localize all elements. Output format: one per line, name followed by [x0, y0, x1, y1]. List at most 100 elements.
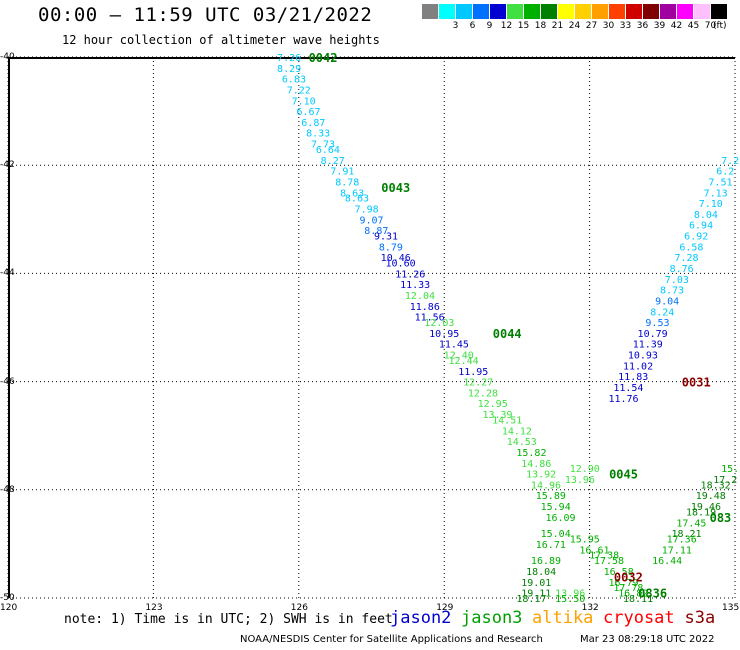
- colorbar-swatch: [643, 4, 660, 19]
- wave-height-reading: 14.51: [492, 415, 522, 426]
- colorbar-swatch: [609, 4, 626, 19]
- wave-height-reading: 8.87: [364, 226, 388, 237]
- wave-height-reading: 11.39: [633, 340, 663, 351]
- wave-height-reading: 11.83: [618, 372, 648, 383]
- wave-height-reading: 16.82: [618, 589, 648, 600]
- colorbar-tick-label: 6: [469, 21, 476, 31]
- wave-height-reading: 16.61: [579, 545, 609, 556]
- wave-height-reading: 16.79: [608, 578, 638, 589]
- satellite-legend-cryosat: cryosat: [603, 608, 675, 628]
- wave-height-reading: 11.26: [395, 269, 425, 280]
- wave-height-reading: 16.58: [604, 567, 634, 578]
- wave-height-reading: 15.: [721, 464, 739, 475]
- wave-height-reading: 6.83: [282, 75, 306, 86]
- wave-height-reading: 10.95: [429, 329, 459, 340]
- wave-height-reading: 6.58: [679, 242, 703, 253]
- wave-height-reading: 12.40: [444, 351, 474, 362]
- map-title: 00:00 – 11:59 UTC 03/21/2022: [38, 4, 373, 26]
- wave-height-reading: 11.76: [608, 394, 638, 405]
- wave-height-reading: 7.91: [330, 167, 354, 178]
- wave-height-reading: 8.04: [694, 210, 718, 221]
- wave-height-reading: 15.94: [541, 502, 571, 513]
- wave-height-reading: 17.11: [662, 545, 692, 556]
- wave-height-reading: 8.29: [277, 64, 301, 75]
- wave-height-reading: 7.28: [674, 253, 698, 264]
- colorbar-swatch: [507, 4, 524, 19]
- wave-height-reading: 10.46: [381, 253, 411, 264]
- colorbar-tick-label: 9: [486, 21, 493, 31]
- satellite-legend-jason2: jason2: [390, 608, 452, 628]
- wave-height-reading: 12.90: [570, 464, 600, 475]
- latitude-tick-label: -50: [0, 593, 15, 603]
- wave-height-reading: 12.44: [449, 356, 479, 367]
- longitude-tick-label: 120: [0, 603, 18, 613]
- colorbar-swatch: [422, 4, 439, 19]
- map-subtitle: 12 hour collection of altimeter wave hei…: [62, 33, 380, 47]
- wave-height-reading: 8.63: [340, 188, 364, 199]
- colorbar-tick-label: 33: [619, 21, 632, 31]
- wave-height-reading: 8.24: [650, 307, 674, 318]
- colorbar-tick-label: 30: [602, 21, 615, 31]
- wave-height-reading: 10.60: [386, 259, 416, 270]
- wave-height-reading: 8.79: [379, 242, 403, 253]
- credit-line: NOAA/NESDIS Center for Satellite Applica…: [240, 634, 543, 645]
- colorbar-swatch: [439, 4, 456, 19]
- wave-height-reading: 14.53: [507, 437, 537, 448]
- colorbar-swatch: [694, 4, 711, 19]
- wave-height-reading: 18.32: [701, 480, 731, 491]
- colorbar-swatch: [456, 4, 473, 19]
- wave-height-reading: 17.58: [594, 556, 624, 567]
- wave-height-reading: 15.04: [541, 529, 571, 540]
- wave-height-reading: 11.86: [410, 302, 440, 313]
- wave-height-reading: 6.64: [316, 145, 340, 156]
- wave-height-reading: 13.96: [565, 475, 595, 486]
- latitude-tick-label: -46: [0, 376, 15, 387]
- wave-height-reading: 11.02: [623, 361, 653, 372]
- colorbar-swatch: [524, 4, 541, 19]
- colorbar-tick-label: 39: [653, 21, 666, 31]
- pass-time-label: 083: [710, 511, 732, 525]
- wave-height-reading: 8.73: [660, 286, 684, 297]
- wave-height-reading: 9.31: [374, 232, 398, 243]
- colorbar-swatch: [626, 4, 643, 19]
- colorbar-swatch: [541, 4, 558, 19]
- wave-height-reading: 19.46: [691, 502, 721, 513]
- wave-height-reading: 8.27: [321, 156, 345, 167]
- wave-height-reading: 19.48: [696, 491, 726, 502]
- wave-height-reading: 18.21: [671, 529, 701, 540]
- wave-height-reading: 7.51: [708, 177, 732, 188]
- wave-height-reading: 14.86: [521, 459, 551, 470]
- longitude-tick-label: 126: [290, 603, 308, 613]
- wave-height-reading: 7.98: [355, 204, 379, 215]
- wave-height-reading: 13.96: [555, 589, 585, 600]
- wave-height-reading: 12.95: [478, 399, 508, 410]
- wave-height-reading: 11.33: [400, 280, 430, 291]
- colorbar-tick-label: 15: [517, 21, 530, 31]
- wave-height-reading: 15.82: [516, 448, 546, 459]
- colorbar-swatch: [558, 4, 575, 19]
- longitude-tick-label: 123: [145, 603, 163, 613]
- colorbar-unit: (ft): [713, 21, 727, 31]
- pass-time-label: 0031: [682, 376, 711, 390]
- wave-height-reading: 15.50: [555, 594, 585, 605]
- pass-time-label: 0043: [381, 181, 410, 195]
- longitude-tick-label: 135: [722, 603, 740, 613]
- wave-height-reading: 17.38: [589, 551, 619, 562]
- wave-height-reading: 12.03: [424, 318, 454, 329]
- wave-height-reading: 18.19: [686, 507, 716, 518]
- wave-height-reading: 9.53: [645, 318, 669, 329]
- wave-height-reading: 6.87: [301, 118, 325, 129]
- wave-height-reading: 15.89: [536, 491, 566, 502]
- satellite-legend-altika: altika: [532, 608, 594, 628]
- wave-height-reading: 17.36: [667, 534, 697, 545]
- colorbar-tick-label: 3: [452, 21, 459, 31]
- wave-height-reading: 11.95: [458, 367, 488, 378]
- colorbar-tick-label: 24: [568, 21, 581, 31]
- wave-height-reading: 8.76: [670, 264, 694, 275]
- wave-height-reading: 6.94: [689, 221, 713, 232]
- wave-height-reading: 16.89: [531, 556, 561, 567]
- wave-height-reading: 13.39: [482, 410, 512, 421]
- wave-height-reading: 9.04: [655, 296, 679, 307]
- wave-height-reading: 8.78: [335, 177, 359, 188]
